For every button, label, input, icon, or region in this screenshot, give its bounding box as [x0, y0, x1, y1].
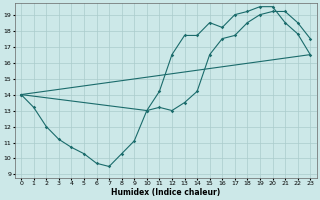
X-axis label: Humidex (Indice chaleur): Humidex (Indice chaleur): [111, 188, 220, 197]
